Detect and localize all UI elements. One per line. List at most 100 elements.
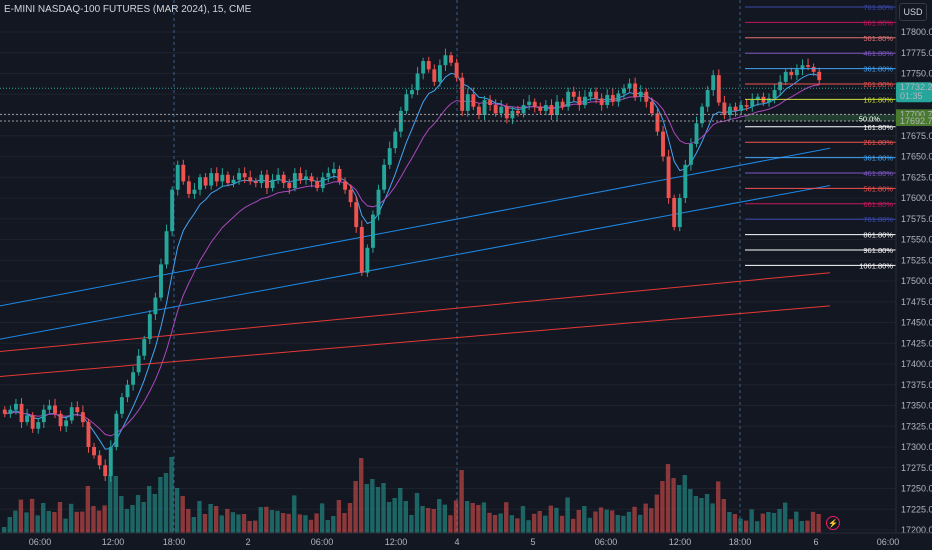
price-tick-label: 17200.00 <box>901 525 932 535</box>
volume-bar <box>442 504 448 533</box>
lightning-icon[interactable]: ⚡ <box>826 516 840 530</box>
candle-body <box>298 173 303 180</box>
volume-bar <box>24 512 29 533</box>
volume-bar <box>236 514 241 533</box>
candle-body <box>270 179 275 189</box>
volume-bar <box>760 513 766 533</box>
volume-bar <box>213 506 219 533</box>
last-price-tag <box>896 82 932 103</box>
candle-body <box>549 105 554 115</box>
volume-bar <box>41 503 46 533</box>
candle-body <box>119 397 124 414</box>
volume-bar <box>163 473 169 533</box>
candle-body <box>594 91 599 99</box>
volume-bar <box>660 481 665 533</box>
candle-body <box>186 181 191 194</box>
volume-bar <box>409 515 414 533</box>
price-tick-label: 17750.00 <box>901 69 932 79</box>
volume-bar <box>135 495 141 533</box>
price-tick-label: 17525.00 <box>901 255 932 265</box>
volume-bar <box>637 514 643 533</box>
volume-bar <box>676 485 682 533</box>
volume-bar <box>693 496 699 533</box>
volume-bar <box>347 503 353 533</box>
time-tick-label: 4 <box>454 537 459 547</box>
level-tag-1 <box>896 109 932 120</box>
volume-bar <box>570 518 576 533</box>
fib-level-label: 561.80% <box>863 34 893 43</box>
time-tick-label: 06:00 <box>311 537 334 547</box>
volume-bar <box>180 496 185 533</box>
candle-body <box>231 179 236 184</box>
candle-body <box>728 106 732 115</box>
volume-bar <box>2 527 7 533</box>
volume-bar <box>342 513 347 533</box>
volume-bar <box>576 510 581 533</box>
candle-body <box>415 73 420 91</box>
candle-body <box>337 168 342 182</box>
price-tick-label: 17650.00 <box>901 152 932 162</box>
price-tick-label: 17425.00 <box>901 338 932 348</box>
candle-body <box>393 131 398 149</box>
fib-zone-box <box>745 114 896 122</box>
candle-body <box>348 189 353 203</box>
candle-body <box>493 105 498 114</box>
candle-body <box>47 405 52 410</box>
price-tick-label: 17575.00 <box>901 214 932 224</box>
volume-bar <box>766 512 771 533</box>
price-tick-label: 17675.00 <box>901 131 932 141</box>
candle-body <box>443 55 448 66</box>
currency-button[interactable]: USD <box>899 3 927 21</box>
volume-bar <box>253 520 258 533</box>
volume-bar <box>464 501 470 533</box>
volume-bar <box>96 510 102 533</box>
volume-bar <box>794 511 799 533</box>
candle-body <box>465 94 470 111</box>
candle-body <box>292 173 297 189</box>
candle-body <box>203 177 208 186</box>
volume-bar <box>208 504 213 533</box>
candle-body <box>794 69 799 76</box>
candle-body <box>499 106 504 114</box>
volume-bar <box>504 502 509 533</box>
volume-bar <box>453 500 459 533</box>
volume-bar <box>219 515 224 533</box>
candle-body <box>304 176 308 180</box>
volume-bar <box>141 502 146 533</box>
volume-bar <box>704 494 710 533</box>
time-tick-label: 06:00 <box>29 537 52 547</box>
candle-body <box>599 98 604 106</box>
volume-bar <box>331 516 336 533</box>
candle-body <box>683 164 688 198</box>
candle-body <box>331 168 336 174</box>
volume-bar <box>286 513 291 533</box>
volume-bar <box>130 505 135 533</box>
candle-body <box>265 174 269 189</box>
candle-body <box>817 71 822 81</box>
symbol-title[interactable]: E-MINI NASDAQ-100 FUTURES (MAR 2024), 15… <box>4 4 252 15</box>
candle-body <box>192 189 197 194</box>
volume-bar <box>665 464 671 533</box>
volume-bar <box>671 478 676 533</box>
time-axis <box>0 533 932 550</box>
volume-bar <box>615 515 620 533</box>
volume-bar <box>431 509 436 533</box>
price-tick-label: 17250.00 <box>901 484 932 494</box>
volume-bar <box>68 503 74 533</box>
candle-body <box>677 198 682 228</box>
price-tick-label: 17275.00 <box>901 463 932 473</box>
fib-level-label: 461.80% <box>863 169 893 178</box>
candle-body <box>538 106 543 111</box>
volume-bar <box>626 511 632 533</box>
volume-bar <box>392 498 397 533</box>
volume-bar <box>487 512 492 533</box>
fib-level-label: 161.80% <box>863 123 893 132</box>
price-tick-label: 17350.00 <box>901 401 932 411</box>
candle-body <box>354 202 359 228</box>
volume-bar <box>147 486 152 533</box>
time-tick-label: 06:00 <box>877 537 900 547</box>
candle-body <box>750 100 755 107</box>
candle-body <box>716 75 721 103</box>
